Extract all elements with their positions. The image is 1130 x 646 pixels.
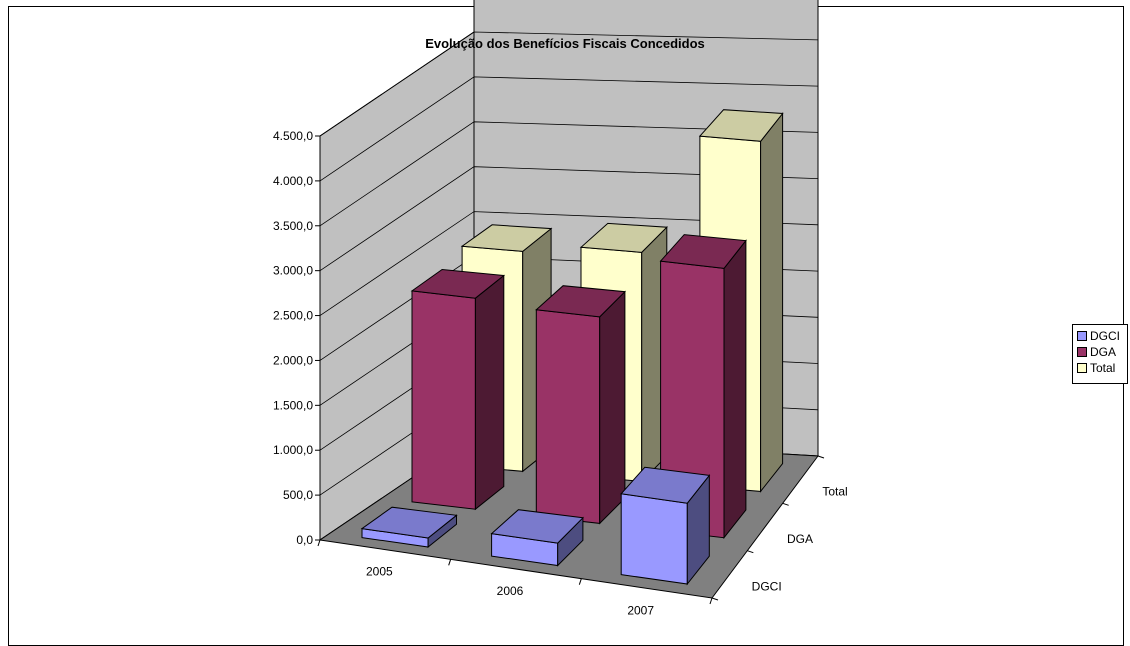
x-tick	[317, 539, 321, 547]
x-tick	[709, 597, 713, 605]
z-tick-label: Total	[822, 485, 847, 499]
z-tick-label: DGCI	[752, 579, 782, 593]
bar-total-2007-side	[760, 112, 784, 493]
x-tick-label: 2007	[627, 603, 654, 617]
bar-dga-2005-top	[410, 268, 506, 299]
bar-total-2005-top	[460, 224, 553, 252]
y-tick-label: 500,0	[283, 488, 313, 502]
bar-dga-2005	[410, 268, 506, 511]
bar-dgci-2005	[360, 506, 458, 549]
y-tick-label: 2.000,0	[273, 353, 313, 367]
bar-dga-2005-front	[411, 290, 476, 510]
bar-total-2007-top	[698, 109, 784, 142]
legend-item-dgci: DGCI	[1077, 328, 1123, 344]
gridline	[319, 76, 819, 182]
bar-dga-2007-top	[659, 234, 747, 269]
bar-total-2006-top	[579, 222, 668, 253]
bar-dgci-2007	[620, 466, 711, 586]
x-tick	[578, 578, 582, 585]
legend-swatch-total	[1077, 363, 1087, 373]
z-tick	[747, 550, 754, 554]
y-tick-label: 4.500,0	[273, 129, 313, 143]
x-tick-label: 2005	[366, 565, 393, 579]
legend-swatch-dga	[1077, 347, 1087, 357]
bar-dga-2006-side	[599, 290, 626, 525]
legend-swatch-dgci	[1077, 331, 1087, 341]
y-tick-label: 0,0	[296, 533, 313, 547]
bar-dga-2006	[535, 285, 627, 525]
bar-dgci-2006-top	[490, 509, 584, 544]
z-tick	[782, 502, 789, 506]
y-tick-label: 3.500,0	[273, 219, 313, 233]
legend-item-total: Total	[1077, 360, 1123, 376]
bar-dgci-2007-top	[620, 466, 711, 504]
legend-label-total: Total	[1090, 361, 1116, 375]
chart-title: Evolução dos Benefícios Fiscais Concedid…	[425, 36, 705, 51]
bar-dga-2005-side	[474, 274, 505, 511]
bar-dgci-2007-front	[620, 493, 688, 585]
legend-item-dga: DGA	[1077, 344, 1123, 360]
bar-dgci-2005-top	[360, 506, 458, 539]
y-tick-label: 1.500,0	[273, 398, 313, 412]
x-tick-label: 2006	[497, 584, 524, 598]
bar-dga-2006-top	[535, 285, 627, 318]
y-tick-label: 4.000,0	[273, 174, 313, 188]
bar-dga-2006-front	[535, 309, 601, 524]
bar-dga-2007-side	[723, 239, 747, 540]
z-tick	[817, 455, 825, 459]
z-tick	[711, 597, 719, 601]
bar-dgci-2006	[490, 509, 584, 567]
y-tick-label: 1.000,0	[273, 443, 313, 457]
y-tick-label: 2.500,0	[273, 309, 313, 323]
y-tick-label: 3.000,0	[273, 264, 313, 278]
gridline	[319, 121, 819, 227]
x-tick	[448, 559, 452, 566]
gridline	[319, 31, 819, 137]
bar-dga-2007	[659, 234, 747, 540]
z-tick-label: DGA	[787, 532, 813, 546]
legend-label-dga: DGA	[1090, 345, 1117, 359]
legend-label-dgci: DGCI	[1090, 329, 1120, 343]
legend: DGCI DGA Total	[1072, 324, 1128, 384]
